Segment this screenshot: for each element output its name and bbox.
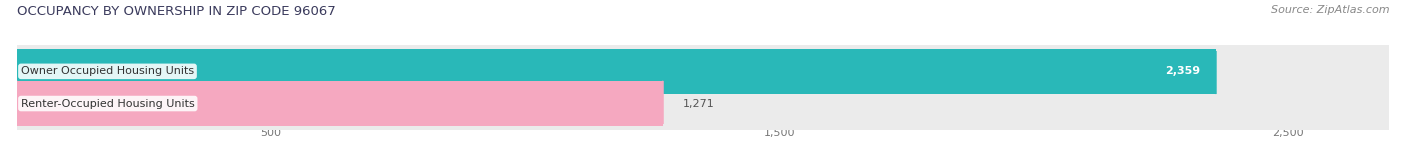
FancyBboxPatch shape: [17, 81, 662, 126]
Text: Owner Occupied Housing Units: Owner Occupied Housing Units: [21, 66, 194, 76]
Text: OCCUPANCY BY OWNERSHIP IN ZIP CODE 96067: OCCUPANCY BY OWNERSHIP IN ZIP CODE 96067: [17, 5, 336, 18]
Text: 1,271: 1,271: [683, 99, 714, 109]
Text: 2,359: 2,359: [1166, 66, 1201, 76]
FancyBboxPatch shape: [17, 49, 1216, 94]
FancyBboxPatch shape: [17, 45, 1389, 98]
Text: Renter-Occupied Housing Units: Renter-Occupied Housing Units: [21, 99, 194, 109]
FancyBboxPatch shape: [17, 77, 1389, 130]
Text: Source: ZipAtlas.com: Source: ZipAtlas.com: [1271, 5, 1389, 15]
